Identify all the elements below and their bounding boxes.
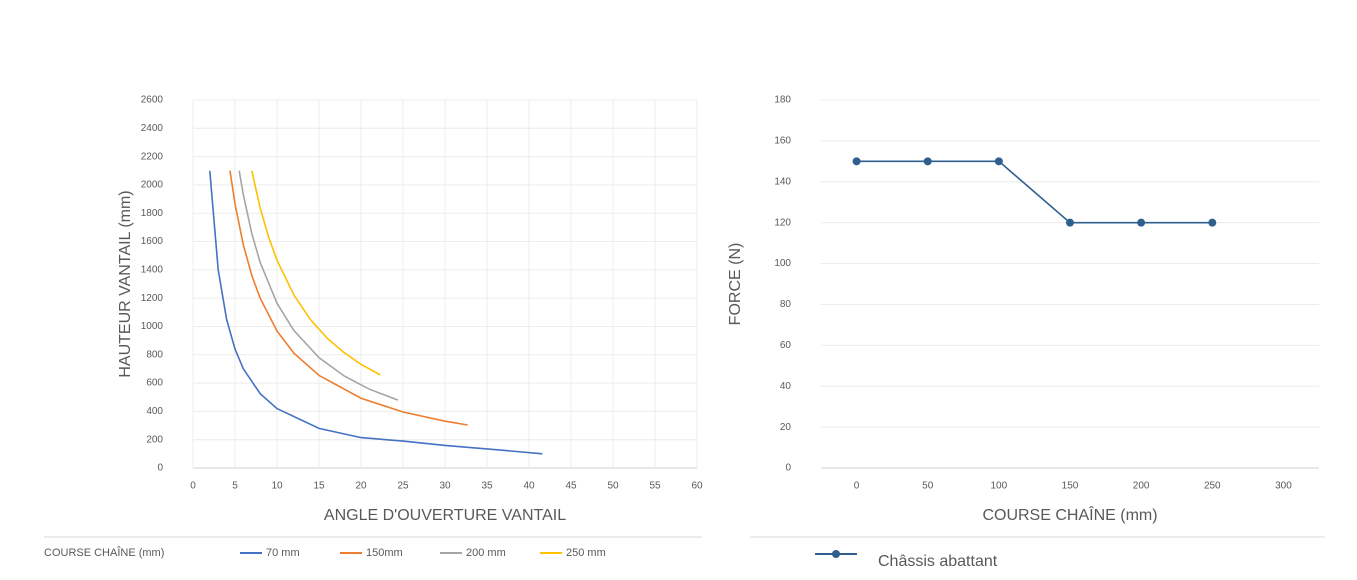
x-tick-label: 0: [190, 481, 196, 492]
y-axis-title: FORCE (N): [727, 243, 744, 326]
x-tick-label: 45: [565, 481, 577, 492]
data-point: [1137, 218, 1146, 227]
data-point: [1066, 218, 1074, 227]
legend-title: COURSE CHAÎNE (mm): [44, 546, 164, 559]
y-tick-label: 1200: [141, 293, 164, 304]
x-tick-label: 200: [1133, 481, 1150, 492]
series-line: [238, 170, 399, 401]
legend-label: 150mm: [366, 547, 403, 559]
x-tick-label: 150: [1062, 481, 1079, 492]
y-tick-label: 1800: [141, 208, 164, 219]
x-tick-label: 60: [691, 481, 703, 492]
y-tick-label: 2600: [141, 95, 164, 106]
y-tick-label: 800: [146, 349, 163, 360]
x-tick-label: 10: [271, 481, 283, 492]
y-tick-label: 200: [146, 434, 163, 445]
y-tick-label: 1000: [141, 321, 164, 332]
x-tick-label: 20: [355, 481, 367, 492]
y-axis-title: HAUTEUR VANTAIL (mm): [117, 190, 134, 377]
y-tick-label: 1400: [141, 264, 164, 275]
y-tick-label: 100: [774, 258, 791, 269]
data-point: [852, 157, 861, 166]
legend-label: 250 mm: [566, 547, 606, 559]
series-line: [856, 160, 1213, 224]
y-tick-label: 80: [780, 299, 792, 310]
x-tick-label: 35: [481, 481, 493, 492]
x-tick-label: 30: [439, 481, 451, 492]
x-tick-label: 55: [649, 481, 661, 492]
y-tick-label: 140: [774, 176, 791, 187]
y-tick-label: 1600: [141, 236, 164, 247]
series-line: [229, 170, 468, 426]
x-tick-label: 15: [313, 481, 325, 492]
y-tick-label: 40: [780, 381, 792, 392]
x-tick-label: 100: [991, 481, 1008, 492]
x-axis-title: COURSE CHAÎNE (mm): [982, 505, 1157, 524]
y-tick-label: 20: [780, 422, 792, 433]
y-tick-label: 600: [146, 378, 163, 389]
y-tick-label: 60: [780, 340, 792, 351]
y-tick-label: 2200: [141, 151, 164, 162]
y-tick-label: 400: [146, 406, 163, 417]
x-tick-label: 50: [607, 481, 619, 492]
x-tick-label: 250: [1204, 481, 1221, 492]
legend-label: 70 mm: [266, 547, 300, 559]
x-tick-label: 50: [922, 481, 934, 492]
series-line: [209, 170, 543, 455]
y-tick-label: 180: [774, 95, 791, 106]
data-point: [1208, 218, 1217, 227]
legend-label: 200 mm: [466, 547, 506, 559]
y-tick-label: 2400: [141, 123, 164, 134]
x-tick-label: 5: [232, 481, 238, 492]
x-tick-label: 40: [523, 481, 535, 492]
y-tick-label: 160: [774, 136, 791, 147]
legend-label: Châssis abattant: [878, 553, 998, 570]
legend-marker: [832, 550, 840, 558]
x-tick-label: 0: [854, 481, 860, 492]
x-tick-label: 300: [1275, 481, 1292, 492]
y-tick-label: 0: [157, 463, 163, 474]
series-line: [251, 170, 381, 376]
data-point: [994, 157, 1003, 166]
x-tick-label: 25: [397, 481, 409, 492]
y-tick-label: 2000: [141, 180, 164, 191]
y-tick-label: 0: [785, 463, 791, 474]
data-point: [923, 157, 932, 166]
x-axis-title: ANGLE D'OUVERTURE VANTAIL: [324, 507, 566, 524]
y-tick-label: 120: [774, 217, 791, 228]
